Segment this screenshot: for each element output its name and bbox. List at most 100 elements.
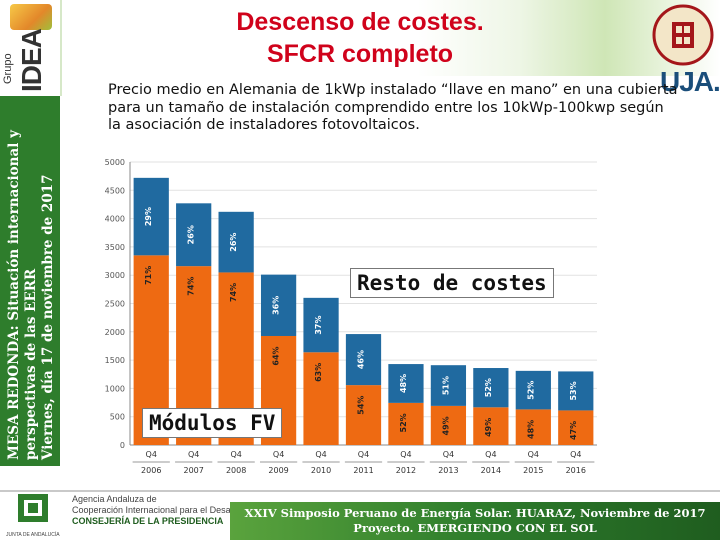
data-label-modules: 74%: [187, 277, 196, 296]
footer-divider: [0, 490, 720, 492]
y-tick-label: 1000: [105, 384, 125, 393]
bar-rest: [430, 365, 467, 406]
sidebar-line: Viernes, día 17 de noviembre de 2017: [40, 174, 56, 460]
sidebar-line: perspectivas de las EERR: [23, 268, 39, 460]
data-label-rest: 36%: [272, 296, 281, 315]
bar-rest: [218, 211, 254, 273]
y-tick-label: 5000: [105, 158, 125, 167]
data-label-rest: 29%: [144, 207, 153, 226]
y-tick-label: 4500: [105, 186, 125, 195]
bar-modules: [303, 352, 339, 445]
y-tick-label: 4000: [105, 215, 125, 224]
bar-rest: [388, 364, 424, 403]
sidebar-text: MESA REDONDA: Situación internacional y …: [6, 100, 57, 460]
data-label-rest: 51%: [441, 376, 450, 395]
x-tick-year: 2006: [141, 466, 161, 475]
agency-line-3: CONSEJERÍA DE LA PRESIDENCIA: [72, 516, 224, 526]
x-tick-quarter: Q4: [528, 450, 539, 459]
rest-costs-label: Resto de costes: [350, 268, 554, 298]
banner-line-2: Proyecto. EMERGIENDO CON EL SOL: [353, 521, 597, 535]
bar-rest: [515, 370, 551, 410]
agency-line-1: Agencia Andaluza de: [72, 494, 157, 504]
bar-modules: [345, 385, 382, 445]
x-tick-quarter: Q4: [400, 450, 411, 459]
y-tick-label: 500: [110, 413, 125, 422]
junta-label: JUNTA DE ANDALUCÍA: [6, 532, 60, 538]
y-tick-label: 3500: [105, 243, 125, 252]
bar-modules: [430, 405, 467, 445]
x-tick-year: 2014: [481, 466, 501, 475]
intro-paragraph: Precio medio en Alemania de 1kWp instala…: [108, 82, 678, 133]
x-tick-quarter: Q4: [358, 450, 369, 459]
data-label-rest: 37%: [314, 315, 323, 334]
x-tick-year: 2010: [311, 466, 331, 475]
data-label-rest: 26%: [229, 233, 238, 252]
data-label-rest: 26%: [187, 225, 196, 244]
data-label-modules: 47%: [569, 421, 578, 440]
data-label-modules: 74%: [229, 283, 238, 302]
logo-grupo-text: Grupo: [2, 53, 14, 84]
banner-line-1: XXIV Simposio Peruano de Energía Solar. …: [244, 506, 706, 520]
data-label-modules: 71%: [144, 266, 153, 285]
data-label-modules: 52%: [399, 413, 408, 432]
x-tick-quarter: Q4: [485, 450, 496, 459]
x-tick-year: 2008: [226, 466, 246, 475]
y-tick-label: 2000: [105, 328, 125, 337]
agency-line-2: Cooperación Internacional para el Desarr…: [72, 505, 251, 515]
logo-idea-text: IDEA: [16, 29, 47, 92]
data-label-rest: 48%: [399, 374, 408, 393]
y-tick-label: 2500: [105, 300, 125, 309]
junta-andalucia-icon: [18, 494, 48, 522]
header-band: [0, 0, 720, 76]
x-tick-year: 2016: [566, 466, 586, 475]
bar-rest: [260, 274, 297, 336]
y-tick-label: 0: [120, 441, 125, 450]
bar-modules: [473, 407, 509, 445]
x-tick-quarter: Q4: [146, 450, 157, 459]
data-label-rest: 52%: [484, 378, 493, 397]
y-tick-label: 3000: [105, 271, 125, 280]
data-label-modules: 63%: [314, 363, 323, 382]
data-label-rest: 52%: [526, 381, 535, 400]
bar-rest: [303, 297, 339, 353]
page-title: Descenso de costes. SFCR completo: [160, 6, 560, 70]
y-tick-label: 1500: [105, 356, 125, 365]
bar-rest: [176, 203, 212, 267]
bar-rest: [133, 177, 169, 256]
title-line-1: Descenso de costes.: [236, 8, 484, 36]
bar-rest: [345, 334, 382, 386]
sidebar-banner: [0, 96, 60, 466]
x-tick-year: 2013: [438, 466, 458, 475]
bar-modules: [388, 402, 424, 445]
data-label-modules: 48%: [526, 420, 535, 439]
university-logo: UJA.: [660, 66, 720, 97]
university-crest-icon: [652, 4, 714, 66]
bar-rest: [558, 371, 594, 411]
data-label-modules: 64%: [272, 346, 281, 365]
modules-label: Módulos FV: [142, 408, 283, 438]
title-line-2: SFCR completo: [266, 40, 454, 68]
event-banner: XXIV Simposio Peruano de Energía Solar. …: [230, 502, 720, 540]
x-tick-year: 2011: [353, 466, 373, 475]
sun-logo-icon: [10, 4, 52, 30]
x-tick-quarter: Q4: [570, 450, 581, 459]
grupo-idea-logo: Grupo IDEA: [0, 0, 62, 96]
bar-modules: [558, 410, 594, 445]
x-tick-year: 2015: [523, 466, 543, 475]
x-tick-quarter: Q4: [443, 450, 454, 459]
data-label-rest: 53%: [569, 381, 578, 400]
x-tick-quarter: Q4: [188, 450, 199, 459]
data-label-modules: 49%: [441, 416, 450, 435]
bar-rest: [473, 368, 509, 408]
sidebar-line: MESA REDONDA: Situación internacional y: [6, 130, 22, 460]
data-label-rest: 46%: [357, 350, 366, 369]
x-tick-year: 2012: [396, 466, 416, 475]
x-tick-quarter: Q4: [230, 450, 241, 459]
bar-modules: [515, 409, 551, 445]
x-tick-year: 2009: [268, 466, 288, 475]
x-tick-year: 2007: [184, 466, 204, 475]
agency-text: Agencia Andaluza de Cooperación Internac…: [72, 494, 251, 527]
data-label-modules: 54%: [357, 396, 366, 415]
x-tick-quarter: Q4: [273, 450, 284, 459]
data-label-modules: 49%: [484, 418, 493, 437]
